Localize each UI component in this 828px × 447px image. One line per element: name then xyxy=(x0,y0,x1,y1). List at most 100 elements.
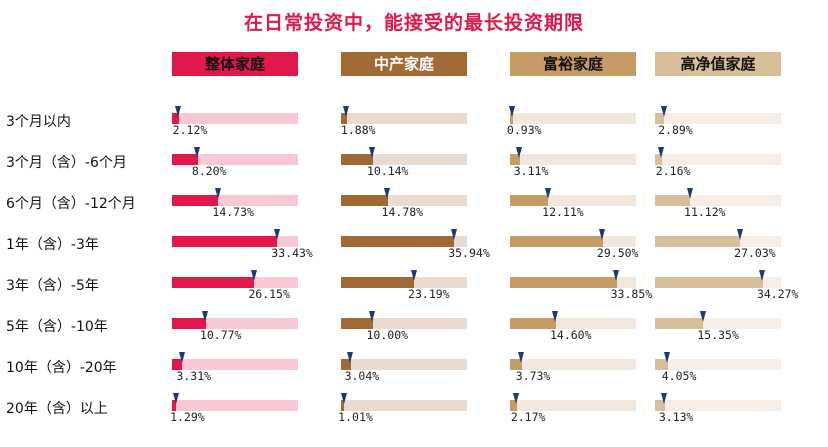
bar-track xyxy=(510,359,636,370)
bar-track xyxy=(172,400,298,411)
value-marker xyxy=(613,270,620,281)
bar xyxy=(510,195,549,206)
data-label: 27.03% xyxy=(734,246,776,260)
bar xyxy=(341,195,388,206)
data-label: 33.85% xyxy=(610,287,653,301)
bar-track xyxy=(341,318,467,329)
bar xyxy=(172,318,206,329)
value-marker xyxy=(347,352,354,363)
bar xyxy=(172,154,198,165)
data-label: 35.94% xyxy=(448,246,490,260)
value-marker xyxy=(660,106,667,117)
bar xyxy=(341,400,345,411)
data-label: 1.88% xyxy=(340,123,376,137)
value-marker xyxy=(343,106,350,117)
value-marker xyxy=(369,147,376,158)
bar xyxy=(510,277,617,288)
data-label: 14.73% xyxy=(212,205,254,219)
value-marker xyxy=(516,147,523,158)
bar xyxy=(172,195,219,206)
value-marker xyxy=(178,352,185,363)
data-label: 2.16% xyxy=(655,164,691,178)
bar-track xyxy=(655,154,781,165)
bar xyxy=(655,359,668,370)
bar xyxy=(341,318,373,329)
value-marker xyxy=(410,270,417,281)
data-label: 12.11% xyxy=(542,205,584,219)
data-label: 23.19% xyxy=(408,287,450,301)
bar-track xyxy=(510,154,636,165)
bar-track xyxy=(341,236,467,247)
category-label: 6个月（含）-12个月 xyxy=(6,196,136,212)
series-header: 高净值家庭 xyxy=(655,52,781,76)
data-label: 0.93% xyxy=(506,123,542,137)
bar xyxy=(655,195,691,206)
bar xyxy=(341,113,347,124)
value-marker xyxy=(202,311,209,322)
data-label: 8.20% xyxy=(191,164,227,178)
data-label: 3.11% xyxy=(513,164,549,178)
bar-track xyxy=(172,236,298,247)
bar-track xyxy=(510,318,636,329)
bar-track xyxy=(655,318,781,329)
data-label: 3.73% xyxy=(515,369,551,383)
value-marker xyxy=(699,311,706,322)
chart-title: 在日常投资中，能接受的最长投资期限 xyxy=(243,12,584,34)
bar xyxy=(655,318,704,329)
bar xyxy=(655,277,763,288)
category-label: 5年（含）-10年 xyxy=(6,319,108,335)
bar-track xyxy=(172,277,298,288)
bar xyxy=(172,400,177,411)
bar-track xyxy=(341,277,467,288)
data-label: 1.29% xyxy=(170,410,205,424)
bar-track xyxy=(341,154,467,165)
value-marker xyxy=(661,393,668,404)
bar xyxy=(341,359,351,370)
data-label: 2.17% xyxy=(510,410,546,424)
data-label: 33.43% xyxy=(271,246,313,260)
category-label: 3个月以内 xyxy=(6,114,71,130)
bar-track xyxy=(655,236,781,247)
bar-track xyxy=(655,359,781,370)
bar-track xyxy=(655,113,781,124)
bar xyxy=(341,236,455,247)
data-label: 14.78% xyxy=(381,205,424,219)
value-marker xyxy=(384,188,391,199)
data-label: 29.50% xyxy=(596,246,639,260)
data-label: 26.15% xyxy=(248,287,290,301)
bar xyxy=(172,236,278,247)
bar-track xyxy=(341,113,467,124)
bar-track xyxy=(510,400,636,411)
bar-track xyxy=(655,195,781,206)
data-label: 10.00% xyxy=(366,328,409,342)
category-label: 3个月（含）-6个月 xyxy=(6,155,127,171)
bar-track xyxy=(510,195,636,206)
bar xyxy=(655,154,662,165)
data-label: 10.14% xyxy=(366,164,409,178)
value-marker xyxy=(658,147,665,158)
bar-track xyxy=(172,359,298,370)
value-marker xyxy=(340,393,347,404)
bar-track xyxy=(172,154,298,165)
value-marker xyxy=(250,270,257,281)
data-label: 2.89% xyxy=(658,123,693,137)
value-marker xyxy=(686,188,693,199)
bar-track xyxy=(172,113,298,124)
value-marker xyxy=(172,393,179,404)
data-label: 4.05% xyxy=(661,369,697,383)
bar-track xyxy=(341,359,467,370)
bar xyxy=(655,400,665,411)
bar xyxy=(172,359,183,370)
data-label: 1.01% xyxy=(338,410,373,424)
bar xyxy=(341,277,415,288)
data-label: 11.12% xyxy=(684,205,726,219)
data-label: 2.12% xyxy=(172,123,208,137)
value-marker xyxy=(518,352,525,363)
value-marker xyxy=(175,106,182,117)
bar xyxy=(172,277,255,288)
value-marker xyxy=(273,229,280,240)
value-marker xyxy=(664,352,671,363)
value-marker xyxy=(450,229,457,240)
bar xyxy=(510,359,522,370)
bar-track xyxy=(172,195,298,206)
